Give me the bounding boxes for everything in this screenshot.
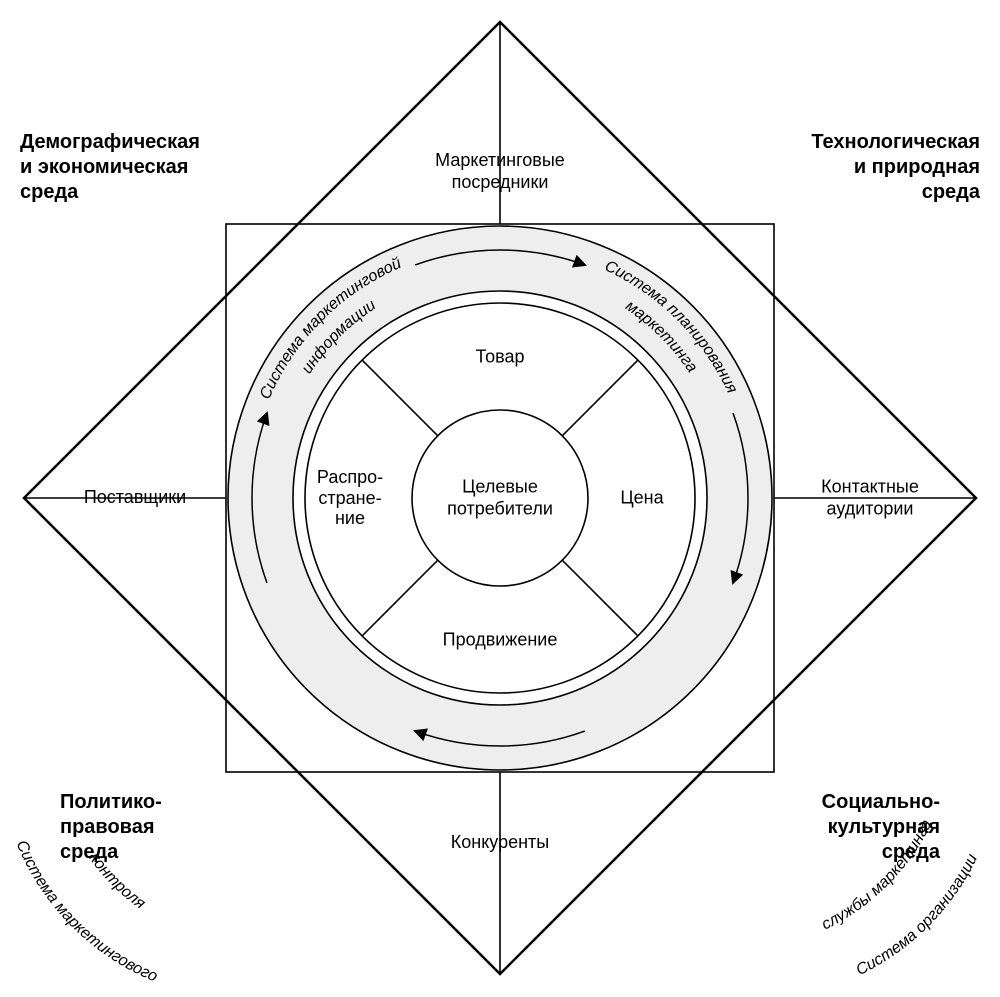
corner-label-bl: Политико- правовая среда [60,790,162,865]
corner-label-tl: Демографическая и экономическая среда [20,130,200,205]
micro-label-left: Поставщики [84,487,186,509]
mix-label-left: Распро- стране- ние [317,467,383,529]
ring-br-line1: Система организации [853,851,981,979]
center-label: Целевые потребители [447,476,553,519]
diagram-stage: Система маркетинговойинформацииСистема п… [0,0,1000,997]
corner-label-tr: Технологическая и природная среда [811,130,980,205]
mix-label-top: Товар [476,347,525,368]
micro-label-bottom: Конкуренты [451,832,549,854]
corner-label-br: Социально- культурная среда [822,790,940,865]
micro-label-top: Маркетинговые посредники [435,150,565,193]
mix-label-right: Цена [620,488,663,509]
mix-label-bottom: Продвижение [443,630,558,651]
micro-label-right: Контактные аудитории [821,476,919,519]
